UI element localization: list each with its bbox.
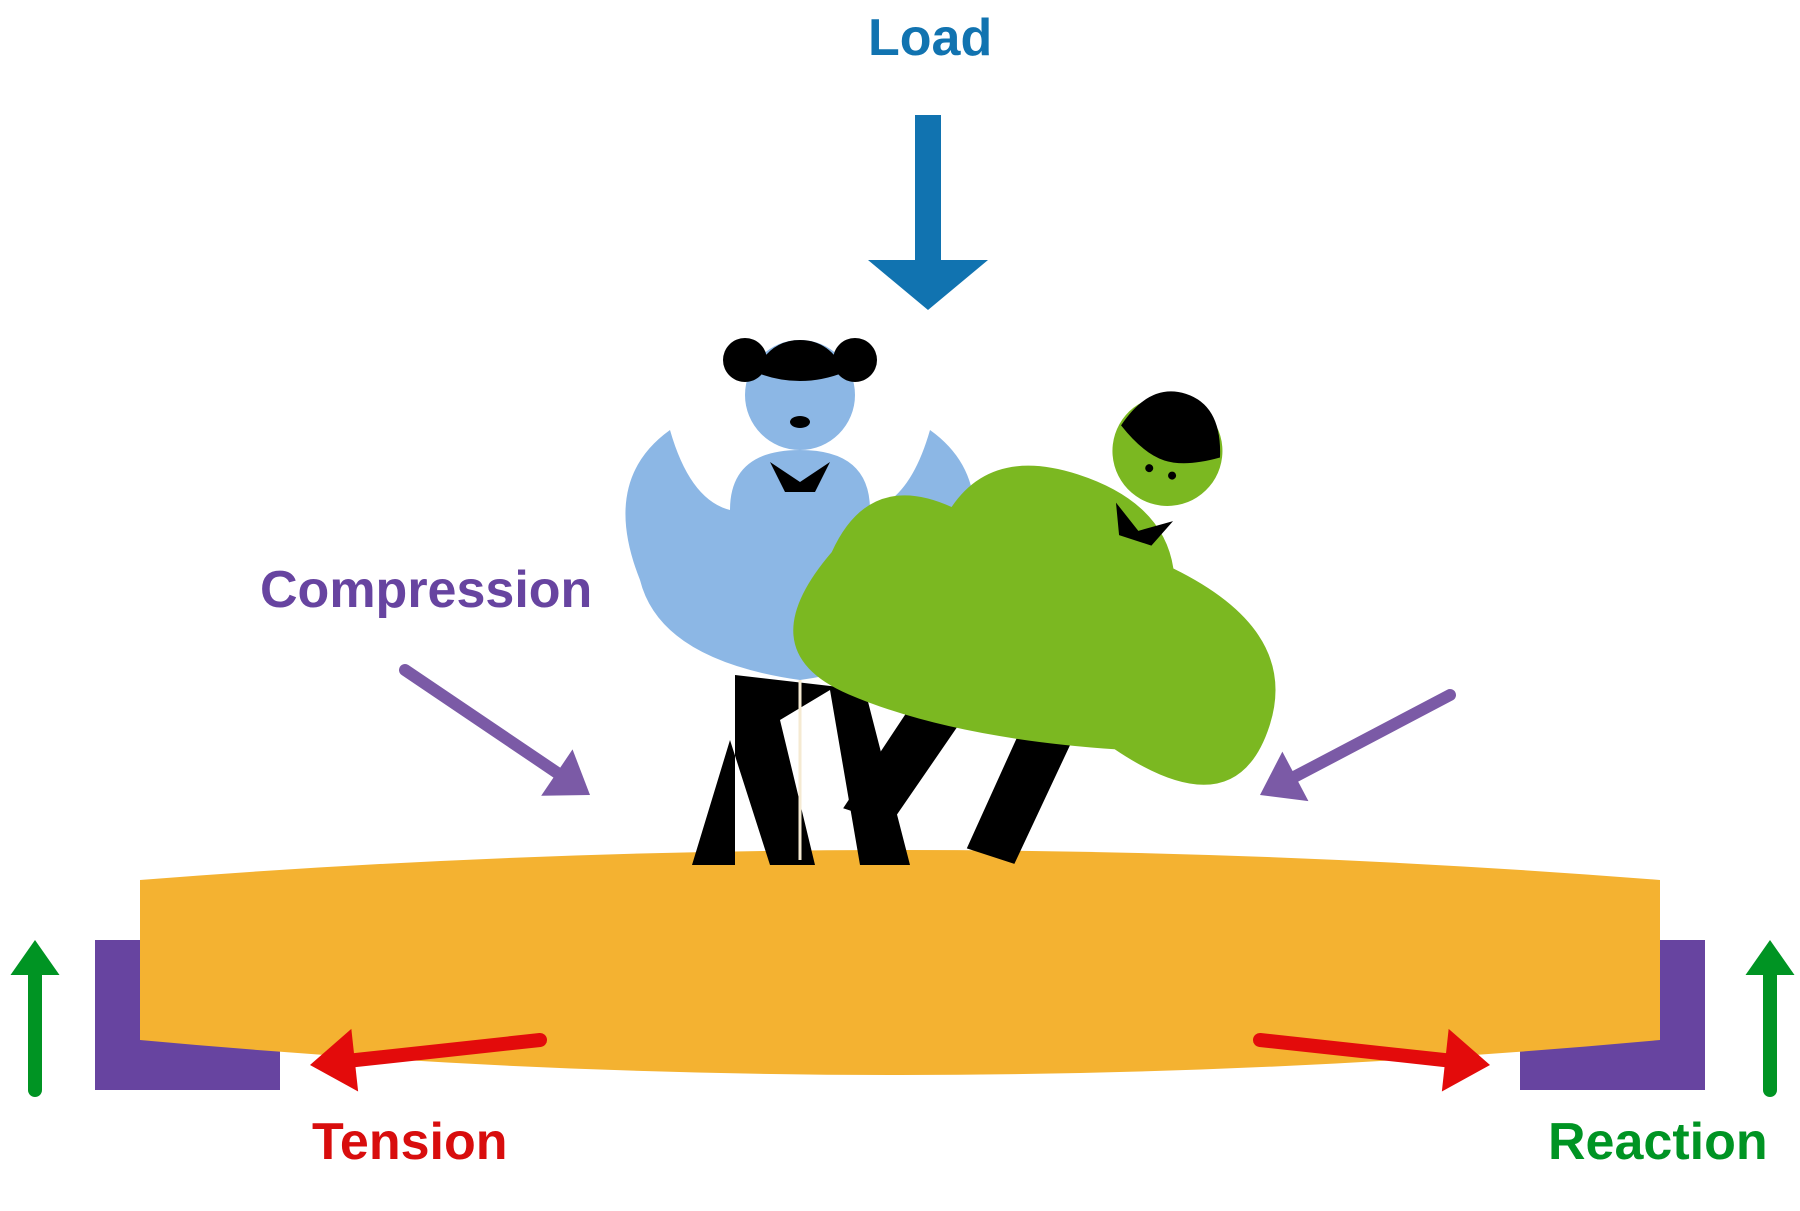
diagram-stage: Load Compression Tension Reaction — [0, 0, 1800, 1211]
load-arrow — [868, 260, 988, 310]
label-tension: Tension — [312, 1112, 507, 1172]
label-load: Load — [868, 8, 992, 68]
label-compression: Compression — [260, 560, 592, 620]
beam — [140, 850, 1660, 1075]
label-reaction: Reaction — [1548, 1112, 1768, 1172]
